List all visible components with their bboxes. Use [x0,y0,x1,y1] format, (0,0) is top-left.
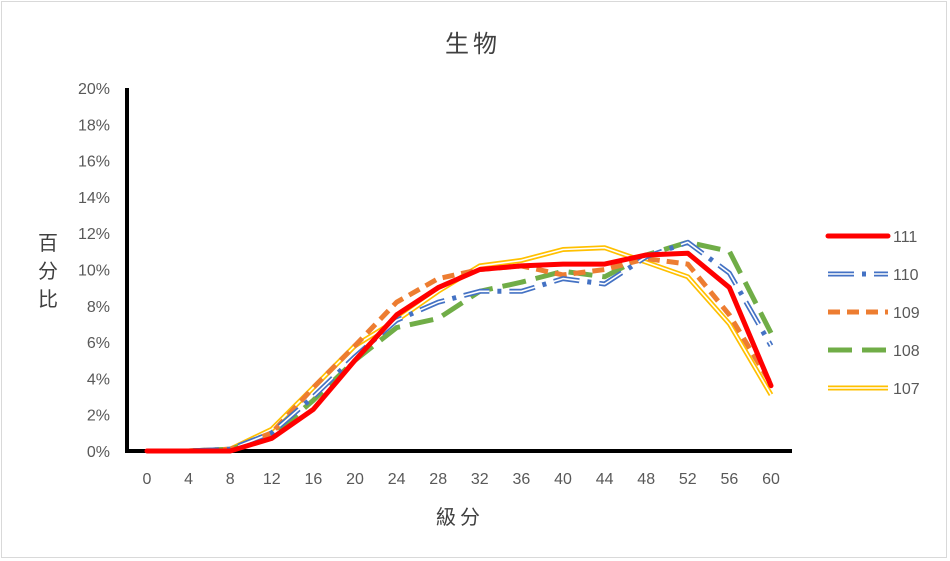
x-tick-label: 44 [596,471,614,488]
y-tick-label: 20% [78,81,110,98]
chart-title: 生物 [445,30,501,58]
y-axis-title-char: 比 [38,287,58,311]
x-tick-label: 28 [429,471,447,488]
legend-label-111: 111 [893,229,917,246]
legend-label-110: 110 [893,267,919,284]
y-tick-label: 4% [87,371,110,388]
legend-label-108: 108 [893,343,920,360]
y-tick-label: 12% [78,226,110,243]
legend: 111 110 109 108 107 [825,229,920,398]
x-tick-label: 36 [513,471,531,488]
y-tick-label: 0% [87,444,110,461]
x-tick-label: 60 [762,471,780,488]
legend-label-109: 109 [893,305,920,322]
y-axis-title-char: 百 [38,231,58,255]
x-axis-title: 級分 [436,505,484,529]
series-line-110-inner [147,241,772,452]
series-line-110 [147,239,774,454]
y-tick-label: 8% [87,299,110,316]
x-tick-label: 16 [305,471,323,488]
y-tick-label: 18% [78,117,110,134]
y-tick-label: 2% [87,408,110,425]
x-tick-label: 12 [263,471,281,488]
x-tick-label: 8 [226,471,235,488]
x-tick-label: 56 [721,471,739,488]
y-tick-label: 10% [78,263,110,280]
x-tick-label: 0 [143,471,152,488]
x-tick-label: 20 [346,471,364,488]
series-line-109 [147,256,774,454]
y-tick-label: 16% [78,154,110,171]
x-tick-label: 40 [554,471,572,488]
x-tick-label: 24 [388,471,406,488]
y-tick-label: 6% [87,335,110,352]
y-axis-title: 百分比 [38,231,58,311]
x-tick-label: 32 [471,471,489,488]
y-tick-label: 14% [78,190,110,207]
legend-label-107: 107 [893,381,920,398]
x-tick-label: 48 [637,471,655,488]
y-axis-title-char: 分 [38,259,58,283]
x-tick-label: 52 [679,471,697,488]
series-line-111 [144,250,774,454]
x-tick-label: 4 [184,471,193,488]
